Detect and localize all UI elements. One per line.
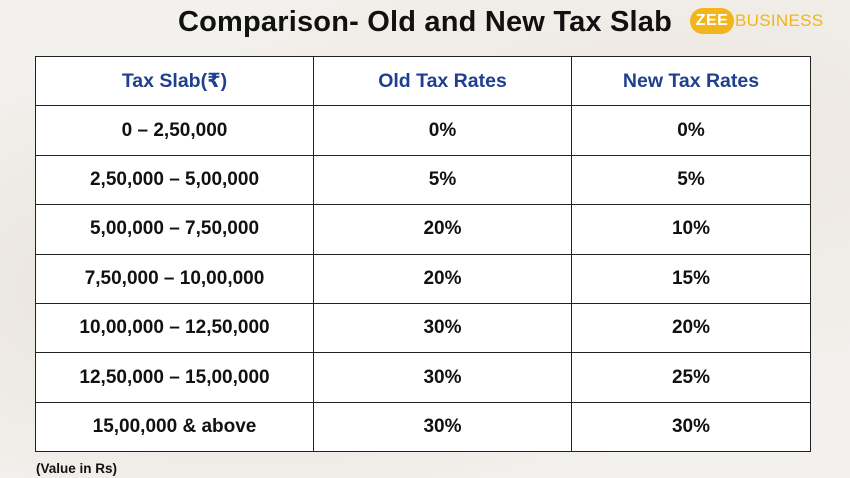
new-rate-cell: 10% bbox=[571, 204, 811, 255]
old-rate-cell: 0% bbox=[313, 105, 572, 156]
table-header-row: Tax Slab(₹) Old Tax Rates New Tax Rates bbox=[35, 55, 811, 107]
header-tax-slab: Tax Slab(₹) bbox=[35, 55, 314, 107]
old-rate-cell: 30% bbox=[313, 352, 572, 403]
tax-slab-table: Tax Slab(₹) Old Tax Rates New Tax Rates … bbox=[35, 55, 811, 453]
old-rate-cell: 30% bbox=[313, 302, 572, 354]
old-rate-cell: 5% bbox=[313, 154, 572, 206]
slab-cell: 15,00,000 & above bbox=[35, 401, 314, 453]
new-rate-cell: 0% bbox=[571, 105, 811, 156]
table-row: 10,00,000 – 12,50,000 30% 20% bbox=[35, 302, 811, 354]
new-rate-cell: 20% bbox=[571, 302, 811, 354]
old-rate-cell: 20% bbox=[313, 253, 572, 304]
table-row: 0 – 2,50,000 0% 0% bbox=[35, 105, 811, 156]
header-new-tax-rates: New Tax Rates bbox=[571, 55, 811, 107]
zee-business-logo: ZEE BUSINESS bbox=[690, 8, 823, 34]
slab-cell: 12,50,000 – 15,00,000 bbox=[35, 352, 314, 403]
slab-cell: 2,50,000 – 5,00,000 bbox=[35, 154, 314, 206]
value-unit-note: (Value in Rs) bbox=[36, 461, 118, 476]
slab-cell: 7,50,000 – 10,00,000 bbox=[35, 253, 314, 304]
old-rate-cell: 30% bbox=[313, 401, 572, 453]
new-rate-cell: 5% bbox=[571, 154, 811, 206]
table-row: 15,00,000 & above 30% 30% bbox=[35, 401, 811, 453]
slab-cell: 0 – 2,50,000 bbox=[35, 105, 314, 156]
slab-cell: 10,00,000 – 12,50,000 bbox=[35, 302, 314, 354]
header-old-tax-rates: Old Tax Rates bbox=[313, 55, 572, 107]
new-rate-cell: 30% bbox=[571, 401, 811, 453]
page-title: Comparison- Old and New Tax Slab bbox=[177, 6, 673, 38]
business-logo-text: BUSINESS bbox=[735, 11, 824, 30]
table-row: 2,50,000 – 5,00,000 5% 5% bbox=[35, 154, 811, 206]
slab-cell: 5,00,000 – 7,50,000 bbox=[35, 204, 314, 255]
zee-logo-badge: ZEE bbox=[690, 8, 734, 34]
table-row: 7,50,000 – 10,00,000 20% 15% bbox=[35, 253, 811, 304]
new-rate-cell: 25% bbox=[571, 352, 811, 403]
table-row: 12,50,000 – 15,00,000 30% 25% bbox=[35, 352, 811, 403]
old-rate-cell: 20% bbox=[313, 204, 572, 255]
new-rate-cell: 15% bbox=[571, 253, 811, 304]
table-row: 5,00,000 – 7,50,000 20% 10% bbox=[35, 204, 811, 255]
